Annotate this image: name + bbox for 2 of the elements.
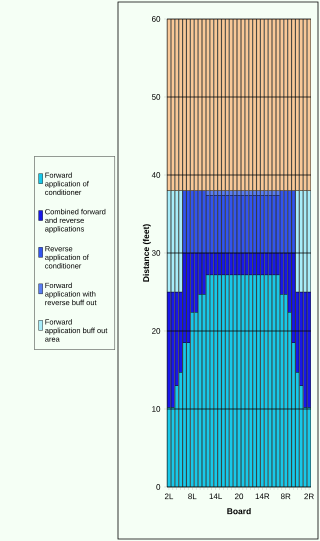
y-axis-title: Distance (feet) — [142, 224, 151, 282]
x-axis-title: Board — [227, 508, 251, 514]
